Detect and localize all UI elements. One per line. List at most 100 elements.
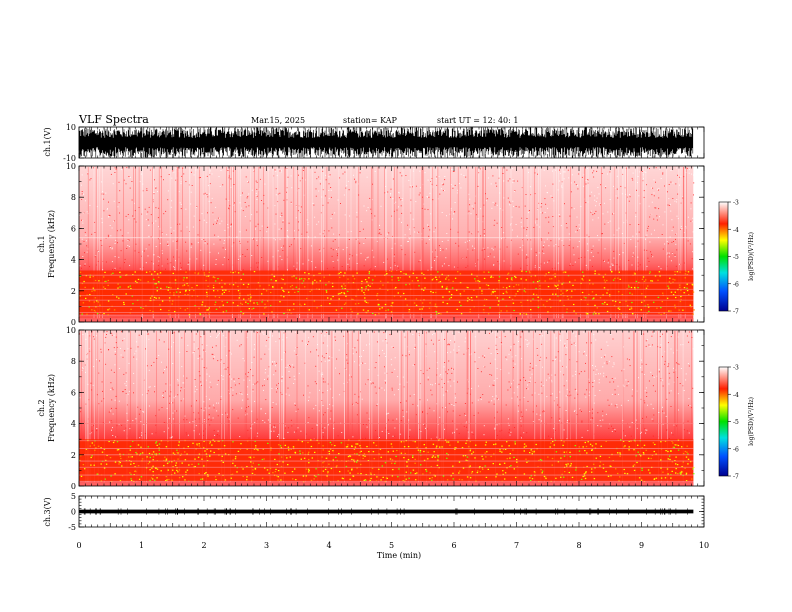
band-speck [214,440,216,442]
band-speck [506,287,508,289]
noise-speck [406,346,408,348]
noise-speck [191,185,193,186]
noise-speck [479,397,481,398]
noise-speck [551,393,553,395]
noise-speck [529,362,531,364]
band-speck [629,292,631,294]
noise-speck [119,190,121,192]
noise-speck [579,227,580,229]
noise-speck [405,355,407,357]
noise-speck [587,268,589,270]
noise-speck [682,197,684,199]
noise-speck [668,252,670,254]
noise-speck [367,256,369,258]
noise-speck [262,385,263,387]
band-speck [619,301,621,303]
noise-speck [512,168,514,170]
noise-speck [349,266,351,268]
noise-speck [526,432,528,434]
noise-speck [280,171,282,173]
band-speck [295,286,298,288]
noise-speck [506,359,508,361]
noise-speck [460,187,462,189]
noise-speck [254,348,255,350]
band-speck [222,304,224,306]
band-speck [160,470,162,472]
band-speck [288,291,290,293]
noise-speck [453,213,455,215]
noise-speck [203,264,205,266]
noise-speck [563,245,565,246]
noise-speck [502,173,504,174]
noise-speck [487,177,489,179]
noise-speck [531,394,533,396]
noise-speck [503,180,505,182]
band-speck [188,289,191,291]
noise-speck [427,167,429,169]
noise-speck [110,235,112,237]
band-speck [487,271,490,273]
noise-speck [141,255,142,257]
noise-speck [126,248,128,249]
noise-speck [121,424,123,426]
noise-speck [124,262,125,264]
noise-speck [547,207,549,209]
noise-speck [387,429,389,431]
noise-speck [592,172,594,174]
noise-speck [241,407,243,409]
noise-speck [401,175,403,177]
band-speck [309,290,311,293]
noise-speck [382,349,383,351]
noise-speck [277,436,279,437]
noise-speck [155,187,157,189]
band-speck [165,446,168,448]
band-speck [506,467,508,469]
noise-speck [170,232,172,234]
noise-speck [401,212,403,214]
low-frequency-band [79,270,694,315]
noise-speck [236,236,238,238]
noise-speck [506,246,508,248]
band-speck [429,302,431,304]
band-speck [107,314,109,316]
noise-speck [362,362,364,364]
band-speck [535,443,537,446]
noise-speck [548,377,550,379]
noise-speck [631,395,633,397]
noise-speck [452,185,454,187]
noise-speck [256,181,258,183]
noise-speck [384,379,386,381]
noise-speck [608,360,610,362]
noise-speck [109,421,111,423]
noise-speck [162,395,164,397]
noise-speck [210,202,212,204]
noise-speck [583,185,585,187]
noise-speck [190,246,192,248]
band-speck [351,298,353,300]
noise-speck [260,358,262,360]
band-speck [502,473,504,475]
band-speck [361,283,363,285]
band-speck [191,287,193,289]
noise-speck [354,347,356,349]
band-speck [322,449,324,451]
band-speck [367,289,370,291]
band-speck [545,477,547,480]
band-speck [591,291,594,293]
noise-speck [295,217,297,219]
noise-speck [647,404,648,406]
band-speck [620,439,622,441]
noise-speck [652,375,653,377]
noise-speck [593,176,595,178]
noise-speck [613,362,615,364]
band-speck [130,463,132,465]
band-speck [452,280,454,282]
band-speck [691,478,693,480]
noise-speck [390,358,392,360]
band-speck [264,467,266,469]
noise-speck [494,428,496,430]
band-speck [615,468,617,470]
noise-speck [151,433,153,435]
band-speck [435,310,437,313]
band-speck [125,293,127,295]
